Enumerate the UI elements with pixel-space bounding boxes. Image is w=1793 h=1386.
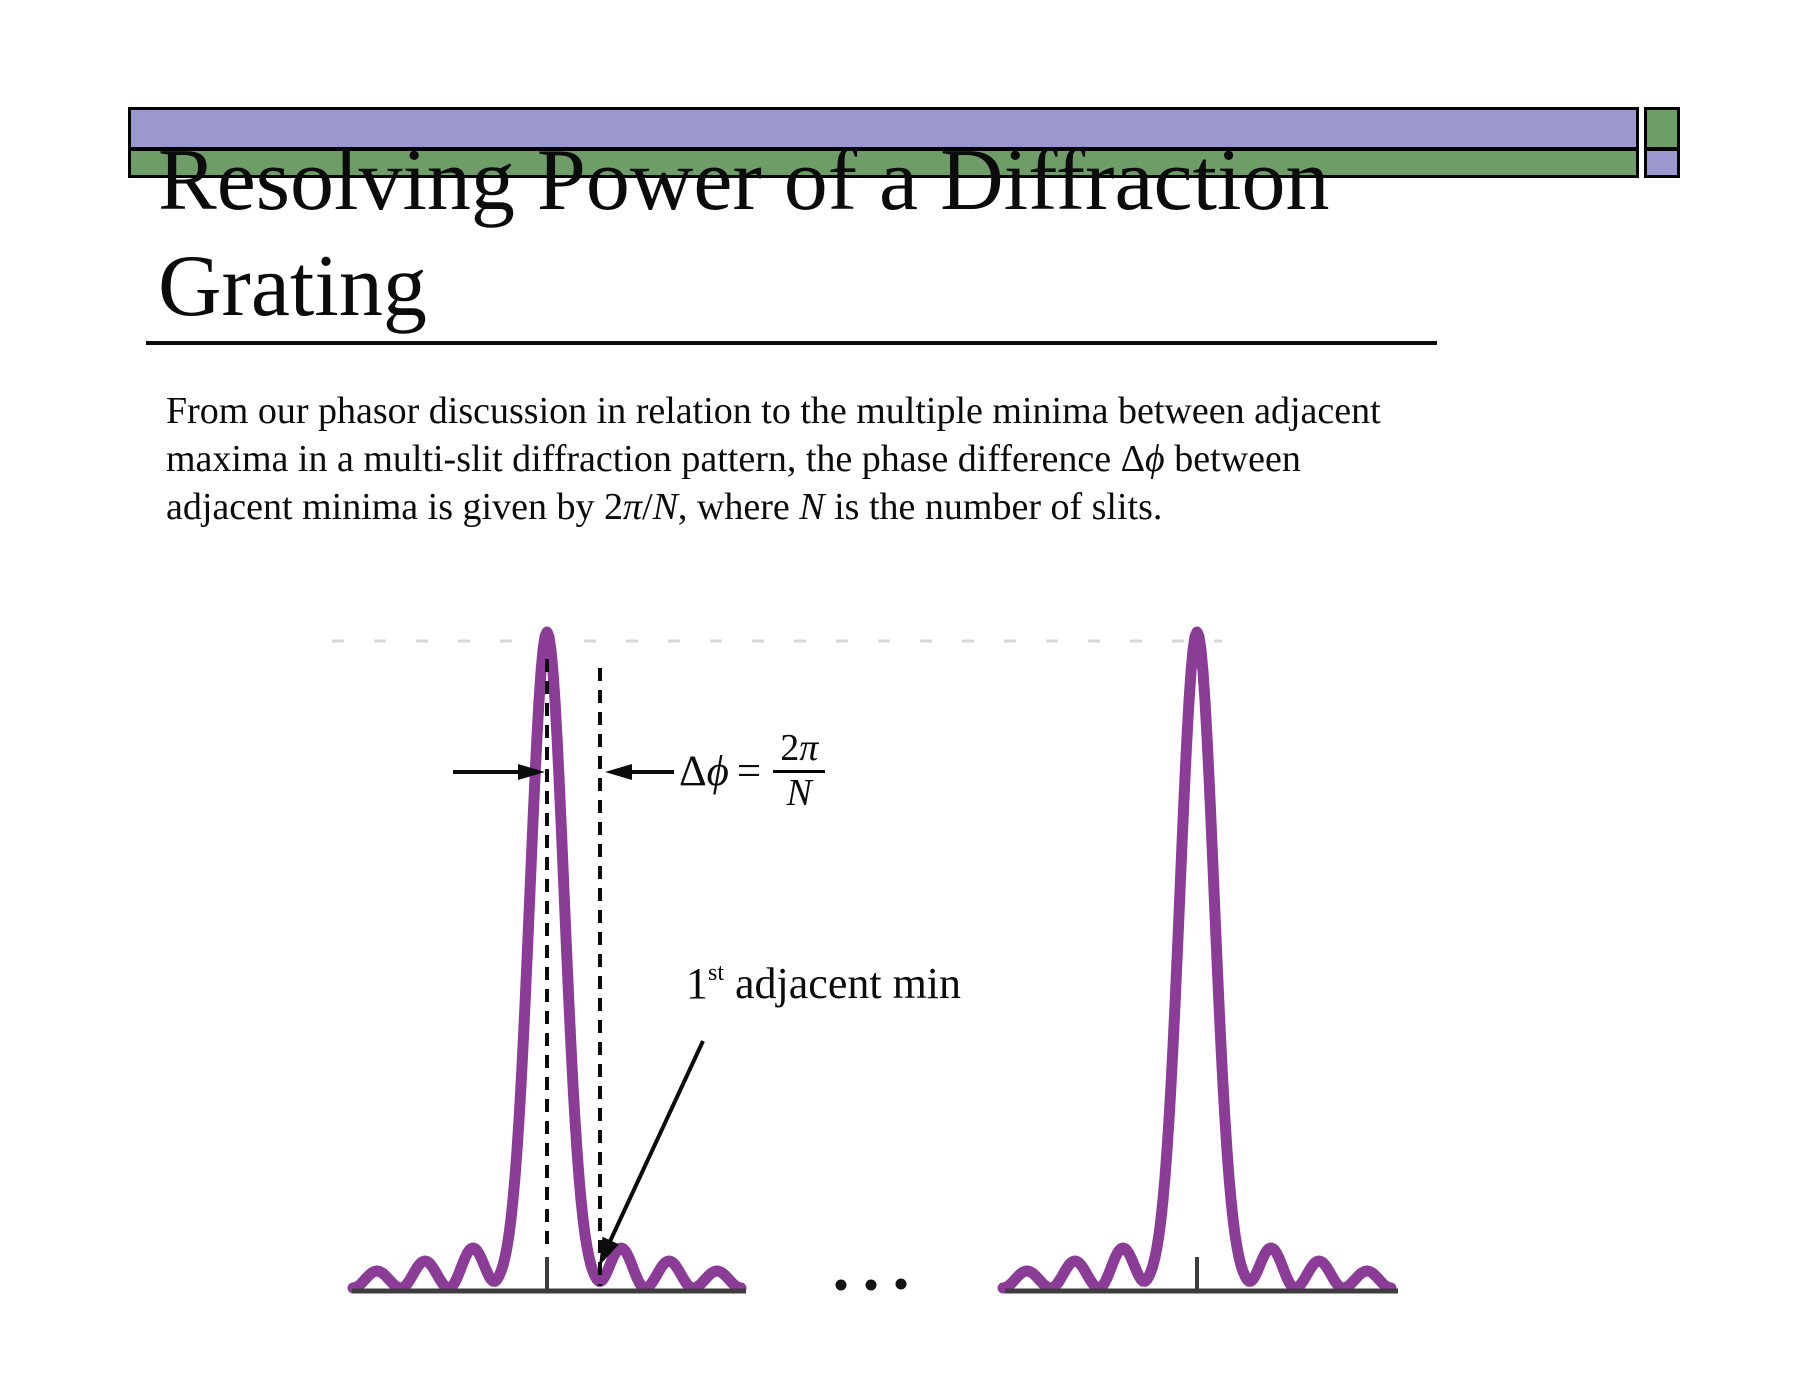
phase-equation-lhs: Δϕ = xyxy=(679,747,762,795)
phase-width-left-arrow xyxy=(453,764,545,780)
title-underline xyxy=(146,341,1437,345)
body-paragraph: From our phasor discussion in relation t… xyxy=(166,387,1381,531)
right-pattern-curve xyxy=(997,626,1397,1294)
slide-title: Resolving Power of a Diffraction Grating xyxy=(158,128,1329,340)
paragraph-line: maxima in a multi-slit diffraction patte… xyxy=(166,438,1301,480)
fraction-denominator: N xyxy=(786,771,812,814)
paragraph-line: adjacent minima is given by 2π/N, where … xyxy=(166,486,1163,528)
header-bar-green xyxy=(128,148,1639,178)
ellipsis-dots xyxy=(835,1278,907,1291)
diffraction-curves xyxy=(347,626,1398,1294)
header-accent-lavender-square xyxy=(1644,148,1680,178)
first-min-arrow xyxy=(599,1040,705,1266)
fraction-numerator: 2π xyxy=(773,728,826,773)
phase-width-right-arrow xyxy=(605,764,674,780)
slide-title-line2: Grating xyxy=(158,238,427,335)
paragraph-line: From our phasor discussion in relation t… xyxy=(166,390,1381,432)
phase-equation: Δϕ = 2π N xyxy=(679,728,826,814)
first-min-label: 1st adjacent min xyxy=(686,959,962,1008)
slide-title-line1: Resolving Power of a Diffraction xyxy=(158,132,1330,229)
equation-fraction: 2π N xyxy=(773,728,826,814)
left-pattern-curve xyxy=(347,626,747,1294)
